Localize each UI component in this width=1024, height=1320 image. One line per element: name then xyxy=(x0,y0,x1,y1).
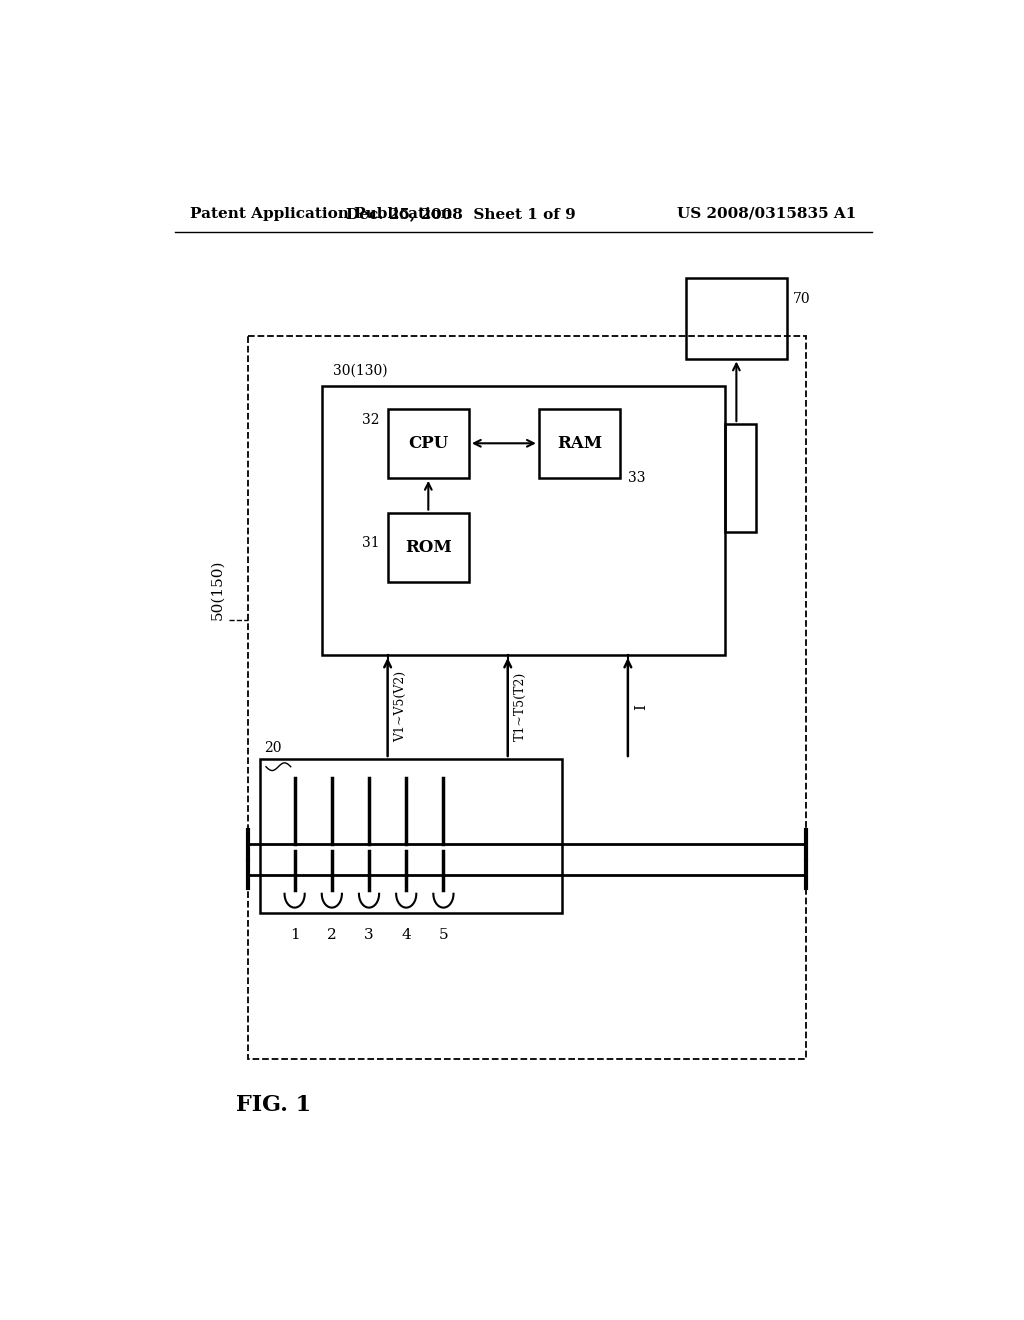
Text: 3: 3 xyxy=(365,928,374,942)
Text: US 2008/0315835 A1: US 2008/0315835 A1 xyxy=(677,207,856,220)
Bar xyxy=(260,759,562,913)
Text: CPU: CPU xyxy=(409,434,449,451)
Text: 70: 70 xyxy=(793,292,811,306)
Text: 1: 1 xyxy=(290,928,299,942)
Text: 5: 5 xyxy=(438,928,449,942)
Text: 33: 33 xyxy=(628,471,645,484)
Text: Dec. 25, 2008  Sheet 1 of 9: Dec. 25, 2008 Sheet 1 of 9 xyxy=(346,207,577,220)
Bar xyxy=(388,409,469,478)
Bar xyxy=(248,335,806,1059)
Text: RAM: RAM xyxy=(557,434,602,451)
Bar xyxy=(725,424,756,532)
Text: V1~V5(V2): V1~V5(V2) xyxy=(394,671,407,742)
Text: ROM: ROM xyxy=(404,539,452,556)
Bar xyxy=(539,409,621,478)
Bar xyxy=(388,512,469,582)
Text: 31: 31 xyxy=(362,536,380,550)
Text: 20: 20 xyxy=(263,741,282,755)
Text: 50(150): 50(150) xyxy=(210,560,224,620)
Text: 4: 4 xyxy=(401,928,411,942)
Bar xyxy=(686,277,786,359)
Text: 30(130): 30(130) xyxy=(334,364,388,378)
Bar xyxy=(322,385,725,655)
Text: FIG. 1: FIG. 1 xyxy=(237,1094,311,1115)
Text: I: I xyxy=(634,704,648,710)
Text: 32: 32 xyxy=(362,412,380,426)
Text: 2: 2 xyxy=(327,928,337,942)
Text: T1~T5(T2): T1~T5(T2) xyxy=(514,672,527,742)
Text: Patent Application Publication: Patent Application Publication xyxy=(190,207,452,220)
